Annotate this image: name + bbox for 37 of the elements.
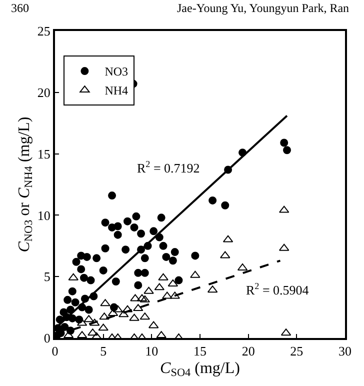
annotation: R$^{2}$ = 0.7192	[137, 159, 200, 176]
legend-label: NO3	[104, 64, 128, 79]
y-tick-label: 10	[37, 208, 50, 223]
point	[130, 294, 140, 302]
point	[220, 251, 230, 258]
x-tick-label: 20	[242, 344, 255, 359]
point	[144, 286, 154, 294]
y-tick-label: 20	[37, 84, 50, 100]
point	[118, 310, 129, 318]
point	[133, 304, 144, 312]
point	[100, 299, 110, 306]
point	[162, 292, 172, 299]
x-tick-label: 15	[194, 344, 206, 359]
y-tick-label: 5	[44, 269, 50, 284]
point	[129, 314, 140, 321]
text: Jae-Young Yu, Youngyun Park, Ran	[177, 1, 350, 15]
legend-label: NH4	[104, 84, 128, 98]
y-tick-label: 15	[37, 146, 50, 162]
x-tick-label: 30	[338, 344, 352, 359]
x-tick-label: 10	[145, 344, 158, 359]
y-tick-label: 25	[37, 24, 50, 39]
point	[84, 315, 94, 322]
y-tick-label: 0	[44, 330, 50, 346]
annotation: R$^{2}$ = 0.5904	[246, 281, 310, 298]
x-tick-label: 25	[290, 344, 304, 359]
x-tick-label: 5	[100, 344, 107, 359]
point	[88, 328, 98, 336]
point	[99, 312, 110, 320]
point	[190, 270, 200, 278]
x-axis-title: C$_{SO4}$ (mg/L)	[160, 360, 240, 380]
point	[98, 324, 108, 331]
point	[170, 292, 180, 299]
point	[112, 305, 123, 312]
point	[158, 273, 168, 280]
text: 360	[11, 1, 29, 15]
point	[90, 318, 100, 326]
point	[68, 273, 78, 280]
